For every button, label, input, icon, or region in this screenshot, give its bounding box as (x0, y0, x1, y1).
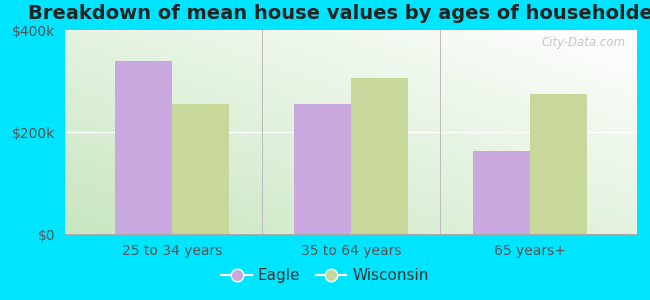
Legend: Eagle, Wisconsin: Eagle, Wisconsin (215, 262, 435, 290)
Text: City-Data.com: City-Data.com (541, 36, 625, 49)
Bar (294, 104, 351, 234)
Bar (473, 152, 530, 234)
Bar (530, 94, 587, 234)
Bar (115, 61, 172, 234)
Bar (172, 104, 229, 234)
Title: Breakdown of mean house values by ages of householders: Breakdown of mean house values by ages o… (28, 4, 650, 23)
Bar (351, 78, 408, 234)
